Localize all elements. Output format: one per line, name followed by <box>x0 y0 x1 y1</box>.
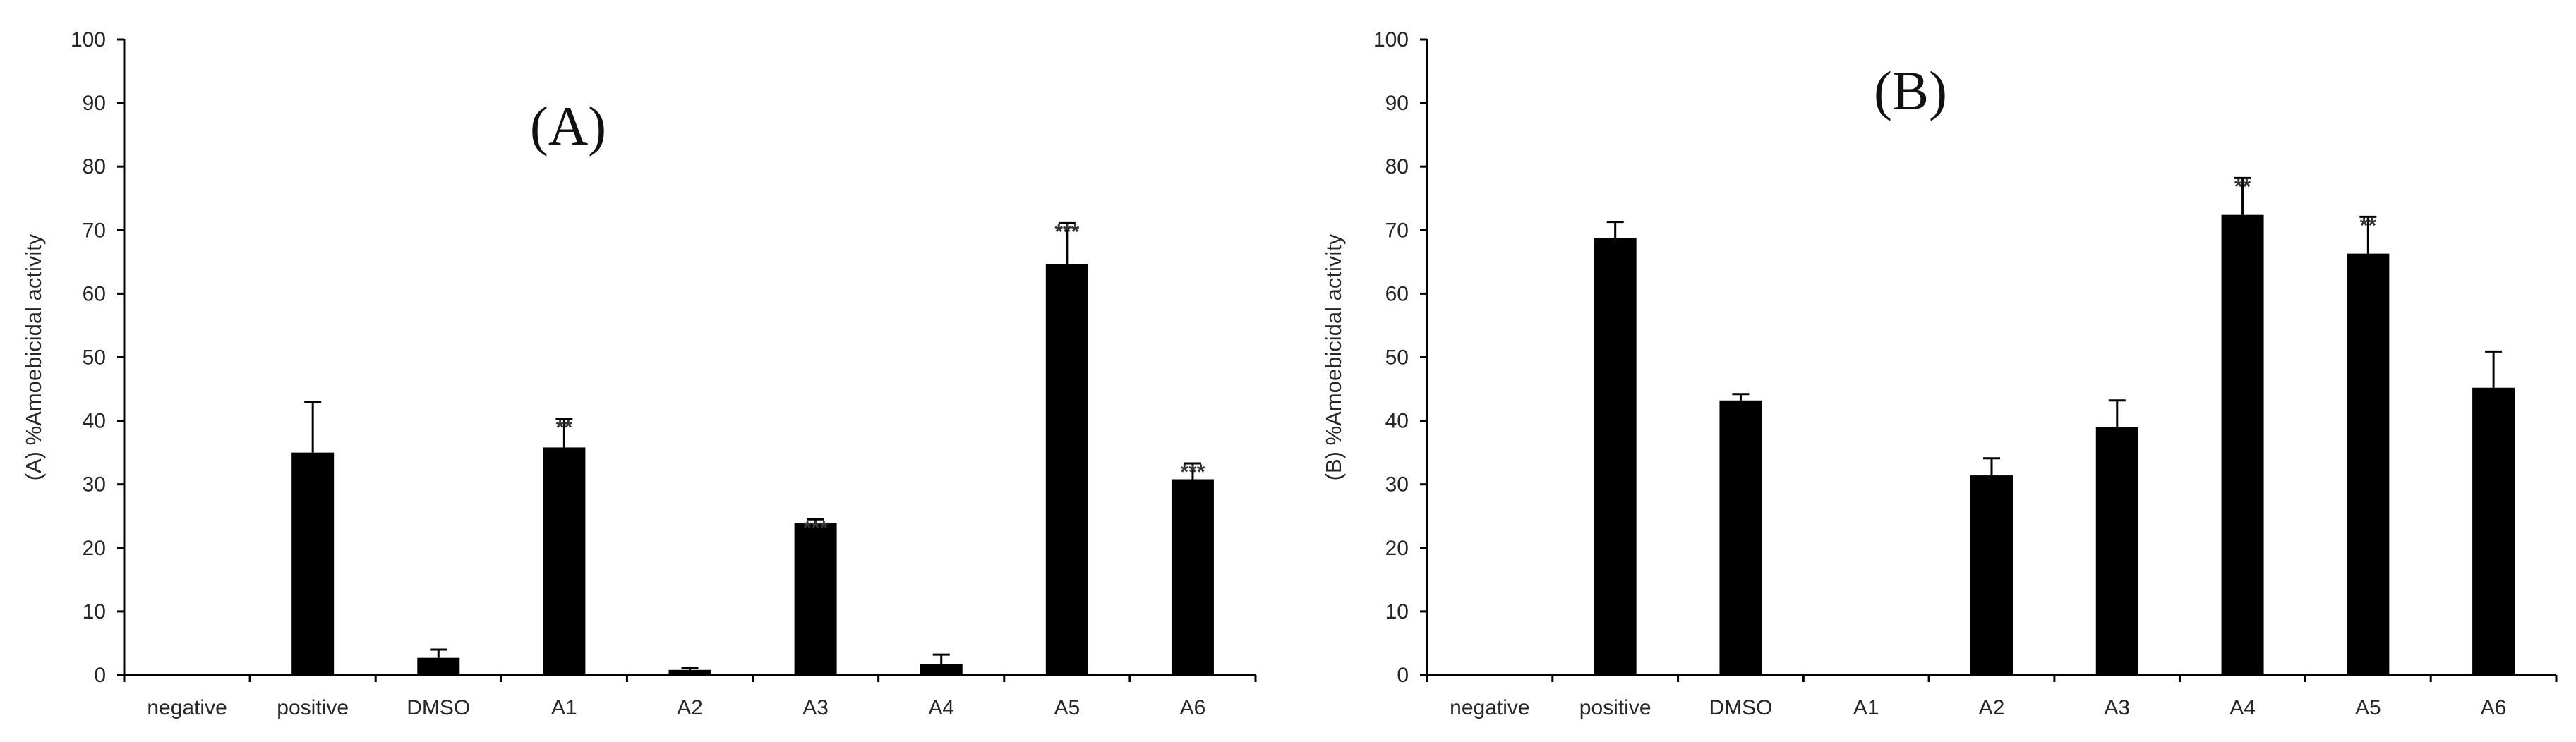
y-tick-label: 50 <box>83 346 106 370</box>
bar <box>920 664 963 675</box>
bar <box>2095 427 2138 675</box>
y-tick-label: 60 <box>83 282 106 305</box>
y-tick-label: 70 <box>1385 219 1409 242</box>
x-tick-label: A5 <box>1054 696 1080 719</box>
y-tick-label: 0 <box>1397 664 1409 687</box>
significance-marker: ** <box>2234 175 2251 198</box>
significance-marker: *** <box>1054 220 1079 243</box>
bar <box>2472 387 2515 675</box>
significance-marker: ** <box>556 416 573 439</box>
y-tick-label: 50 <box>1385 346 1409 370</box>
bar <box>291 452 335 675</box>
x-tick-label: A5 <box>2355 696 2381 719</box>
x-tick-label: A4 <box>2229 696 2256 719</box>
bar <box>2221 214 2264 675</box>
x-tick-label: A4 <box>928 696 954 719</box>
x-tick-label: negative <box>1450 696 1529 719</box>
x-tick-label: A1 <box>551 696 577 719</box>
y-tick-label: 90 <box>83 92 106 115</box>
panel-title: (B) <box>1874 60 1947 121</box>
x-tick-label: DMSO <box>1709 696 1772 719</box>
x-tick-label: positive <box>277 696 349 719</box>
bar <box>1171 479 1214 675</box>
bar <box>1719 400 1762 675</box>
bar <box>2347 253 2390 676</box>
y-tick-label: 30 <box>1385 473 1409 497</box>
y-tick-label: 80 <box>83 155 106 178</box>
y-axis-label: (B) %Amoebicidal activity <box>1321 233 1346 480</box>
y-axis-label: (A) %Amoebicidal activity <box>21 233 46 480</box>
x-tick-label: A2 <box>677 696 703 719</box>
x-tick-label: A1 <box>1853 696 1879 719</box>
y-tick-label: 70 <box>83 219 106 242</box>
y-tick-label: 100 <box>71 28 106 51</box>
bar <box>1970 475 2013 675</box>
chart-panel-a: 0 10 20 30 40 50 60 70 80 90 100 negative positive DM… <box>21 28 1257 719</box>
x-tick-label: A3 <box>2104 696 2130 719</box>
x-tick-label: A6 <box>2481 696 2507 719</box>
significance-marker: ** <box>2360 214 2377 237</box>
y-tick-label: 0 <box>94 664 106 687</box>
x-tick-label: A3 <box>802 696 829 719</box>
y-tick-label: 20 <box>83 537 106 560</box>
y-tick-label: 20 <box>1385 537 1409 560</box>
significance-marker: *** <box>803 516 828 540</box>
y-tick-label: 100 <box>1373 28 1409 51</box>
x-tick-label: negative <box>147 696 227 719</box>
panel-title: (A) <box>530 95 606 157</box>
y-tick-label: 80 <box>1385 155 1409 178</box>
x-tick-label: A6 <box>1180 696 1206 719</box>
bar <box>1045 264 1088 676</box>
chart-panel-b: 0 10 20 30 40 50 60 70 80 90 100 negative positive DM… <box>1321 28 2558 719</box>
bar <box>543 447 586 675</box>
bar <box>1594 238 1637 675</box>
x-tick-label: A2 <box>1979 696 2005 719</box>
bar <box>417 657 460 675</box>
x-tick-label: DMSO <box>407 696 470 719</box>
y-tick-label: 90 <box>1385 92 1409 115</box>
y-tick-label: 10 <box>83 600 106 624</box>
y-tick-label: 40 <box>83 410 106 433</box>
bar <box>668 669 711 675</box>
y-tick-label: 40 <box>1385 410 1409 433</box>
x-tick-label: positive <box>1579 696 1651 719</box>
y-tick-label: 30 <box>83 473 106 497</box>
y-tick-label: 10 <box>1385 600 1409 624</box>
bar <box>794 523 837 675</box>
significance-marker: *** <box>1180 461 1205 484</box>
y-tick-label: 60 <box>1385 282 1409 305</box>
